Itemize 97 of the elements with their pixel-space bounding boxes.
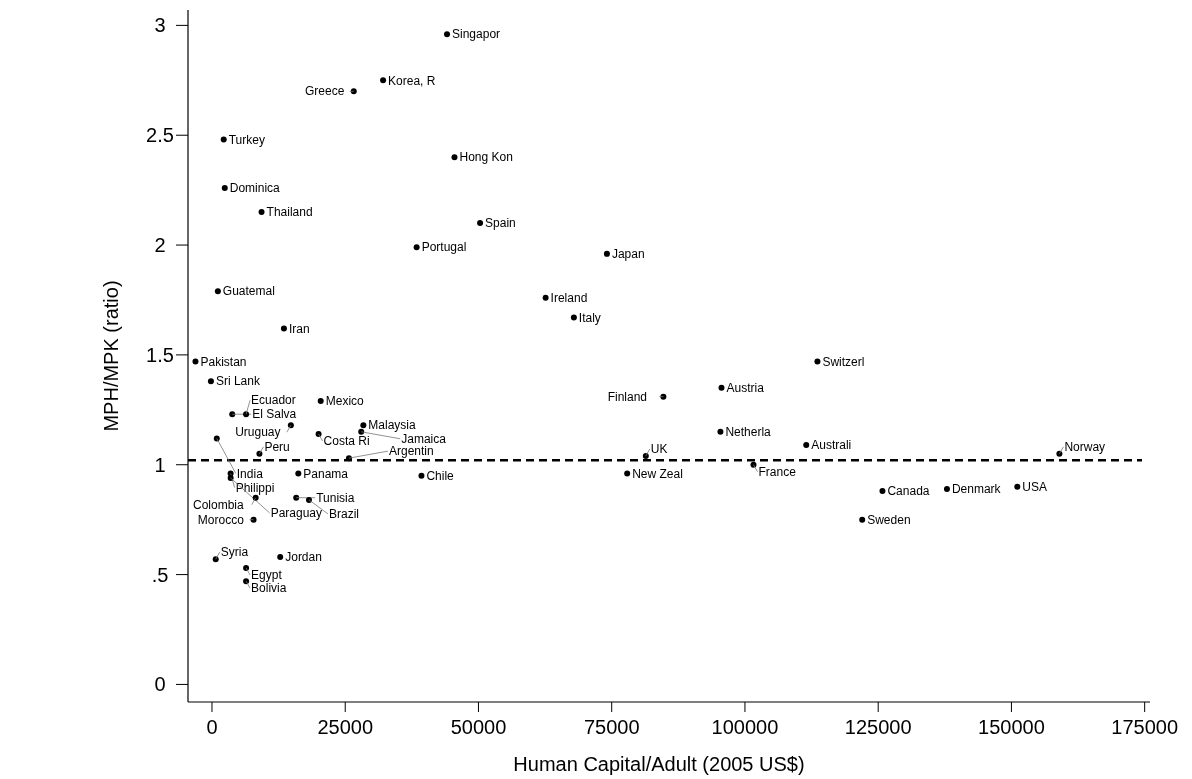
x-tick-label: 50000	[450, 716, 507, 738]
series-label: Australi	[811, 438, 852, 453]
x-tick-label: 0	[206, 716, 218, 738]
series-label: Portugal	[421, 240, 467, 255]
series-label: Thailand	[266, 205, 313, 220]
point	[418, 472, 425, 479]
series-label: Philippi	[235, 480, 275, 495]
point	[814, 358, 821, 365]
point	[451, 154, 458, 161]
series-label: Colombia	[193, 497, 245, 512]
x-tick-label: 100000	[711, 716, 779, 738]
point	[859, 516, 866, 523]
y-tick-label: 0	[154, 673, 166, 696]
y-tick-label: .5	[151, 563, 169, 586]
series-label: Korea, R	[388, 73, 436, 88]
point	[717, 428, 724, 435]
series-label: Spain	[485, 216, 516, 231]
point	[624, 470, 631, 477]
x-tick-label: 75000	[583, 716, 640, 738]
x-tick-label: 25000	[317, 716, 374, 738]
series-label: UK	[650, 442, 668, 457]
series-label: New Zeal	[632, 466, 683, 481]
point	[221, 184, 228, 191]
series-label: Turkey	[228, 132, 265, 147]
series-label: El Salva	[252, 407, 297, 422]
series-label: Uruguay	[235, 425, 281, 440]
point	[380, 77, 387, 84]
series-label: Tunisia	[316, 490, 355, 505]
series-label: Morocco	[197, 512, 245, 527]
point	[603, 250, 610, 257]
series-label: Peru	[264, 439, 290, 454]
series-label: Denmark	[951, 482, 1002, 497]
series-label: Sri Lank	[215, 374, 261, 389]
text: Jamaica	[401, 431, 447, 446]
series-label: Costa Ri	[323, 434, 370, 449]
series-label: Hong Kon	[459, 150, 513, 165]
series-label: Panama	[303, 466, 349, 481]
x-tick-label: 175000	[1111, 716, 1179, 738]
y-axis-title: MPH/MPK (ratio)	[100, 280, 122, 432]
x-tick-label: 125000	[844, 716, 912, 738]
series-label: Dominica	[229, 181, 281, 196]
point	[280, 325, 287, 332]
text: Argentin	[388, 444, 434, 459]
y-tick-label: 3	[154, 14, 166, 37]
series-label: Brazil	[328, 507, 359, 522]
series-label: Austria	[726, 381, 765, 396]
point	[718, 384, 725, 391]
point	[360, 422, 367, 429]
point	[295, 470, 302, 477]
point	[317, 398, 324, 405]
series-label: France	[758, 464, 797, 479]
point	[943, 485, 950, 492]
series-label: Guatemal	[222, 284, 275, 299]
point	[220, 136, 227, 143]
text: India	[236, 466, 264, 481]
series-label: Malaysia	[368, 418, 417, 433]
point	[444, 31, 451, 38]
point	[803, 441, 810, 448]
point	[258, 209, 265, 216]
series-label: Ecuador	[251, 393, 296, 408]
point	[1014, 483, 1021, 490]
point	[542, 294, 549, 301]
series-label: Switzerl	[822, 354, 865, 369]
series-label: Singapor	[452, 27, 501, 42]
series-label: Egypt	[251, 568, 283, 583]
series-label: Greece	[304, 84, 345, 99]
series-label: Mexico	[325, 394, 365, 409]
y-tick-label: 1.5	[146, 343, 174, 366]
series-label: Japan	[611, 247, 645, 262]
series-label: Netherla	[725, 424, 772, 439]
point	[192, 358, 199, 365]
point	[413, 244, 420, 251]
point	[570, 314, 577, 321]
text: Paraguay	[270, 506, 323, 521]
x-tick-label: 150000	[978, 716, 1045, 738]
series-label: Pakistan	[200, 354, 247, 369]
series-label: Bolivia	[251, 581, 287, 596]
series-label: Syria	[220, 545, 249, 560]
series-label: USA	[1022, 479, 1047, 494]
series-label: Finland	[607, 389, 648, 404]
y-tick-label: 1	[154, 453, 166, 476]
series-label: Italy	[578, 310, 601, 325]
point	[879, 488, 886, 495]
series-label: Iran	[288, 321, 310, 336]
x-axis-title: Human Capital/Adult (2005 US$)	[513, 753, 805, 775]
y-tick-label: 2	[154, 234, 166, 257]
series-label: Chile	[426, 468, 455, 483]
series-label: Ireland	[550, 290, 588, 305]
point	[214, 288, 221, 295]
point	[207, 378, 214, 385]
series-label: Canada	[887, 484, 930, 499]
series-label: Sweden	[867, 512, 911, 527]
series-label: Jordan	[285, 550, 322, 565]
point	[477, 220, 484, 227]
point	[277, 554, 284, 561]
series-label: Norway	[1064, 439, 1106, 454]
y-tick-label: 2.5	[146, 124, 174, 147]
